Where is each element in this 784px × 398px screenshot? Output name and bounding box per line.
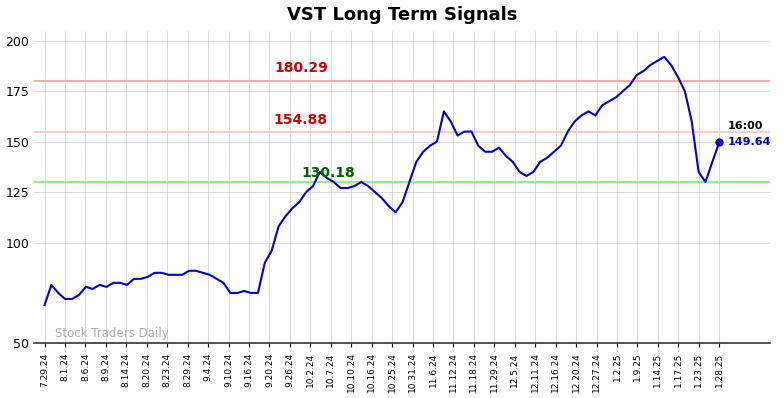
Text: 130.18: 130.18 <box>301 166 355 179</box>
Text: Stock Traders Daily: Stock Traders Daily <box>55 328 169 340</box>
Text: 154.88: 154.88 <box>274 113 328 127</box>
Text: 16:00: 16:00 <box>728 121 763 131</box>
Text: 149.64: 149.64 <box>728 137 771 147</box>
Text: 180.29: 180.29 <box>274 61 328 76</box>
Title: VST Long Term Signals: VST Long Term Signals <box>287 6 517 23</box>
